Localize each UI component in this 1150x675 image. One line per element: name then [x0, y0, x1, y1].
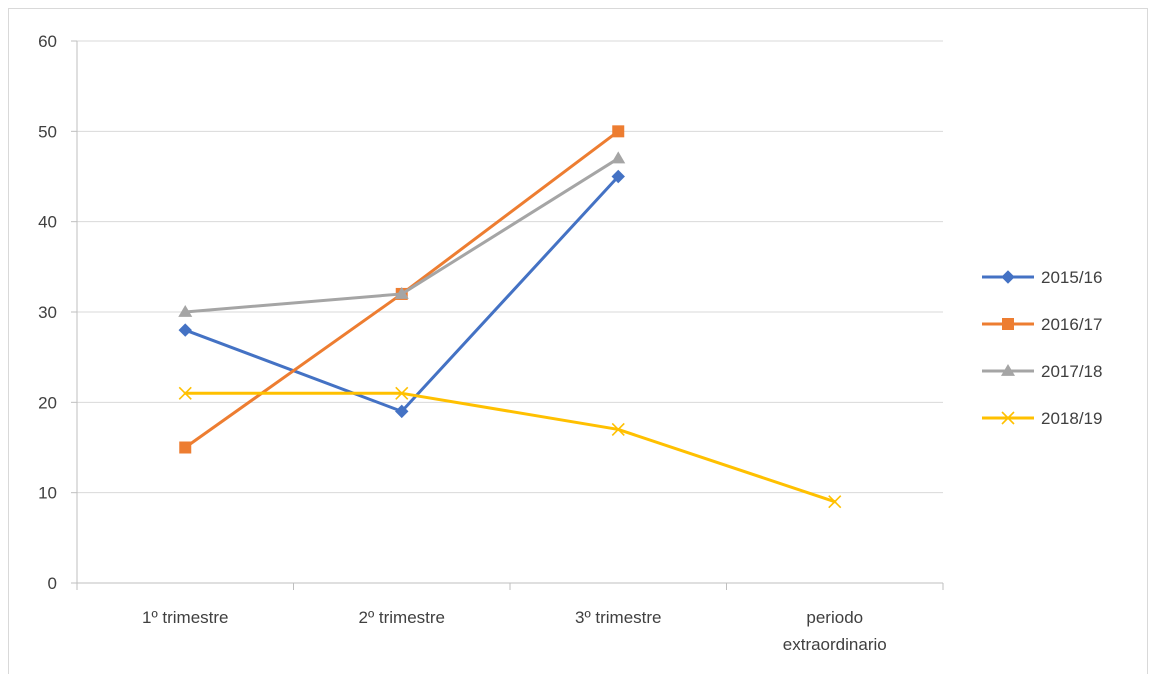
series-2018-19 [178, 386, 842, 509]
data-point [178, 305, 193, 317]
legend-label: 2017/18 [1041, 362, 1102, 381]
x-axis: 1º trimestre 2º trimestre 3º trimestre peri… [76, 583, 944, 654]
data-point [178, 323, 192, 337]
data-point [179, 441, 192, 454]
y-tick-label: 0 [48, 574, 57, 593]
x-tick-label: 2º trimestre [358, 608, 445, 627]
data-point [828, 495, 842, 509]
legend-item: 2015/16 [982, 268, 1102, 287]
y-tick-label: 60 [38, 32, 57, 51]
legend-label: 2018/19 [1041, 409, 1102, 428]
y-axis: 0 10 20 30 40 50 60 [38, 32, 78, 593]
legend: 2015/16 2016/17 2017/18 2018/19 [982, 268, 1102, 428]
x-tick-label: 1º trimestre [142, 608, 229, 627]
legend-item: 2016/17 [982, 315, 1102, 334]
chart-frame [8, 8, 1148, 674]
data-point [395, 386, 409, 400]
y-tick-label: 30 [38, 303, 57, 322]
series-2015-16 [178, 169, 625, 419]
data-point [394, 286, 409, 299]
grid-lines [77, 40, 943, 584]
y-tick-label: 50 [38, 122, 57, 141]
legend-item: 2017/18 [982, 362, 1102, 381]
legend-marker [1001, 364, 1015, 376]
x-tick-label: 3º trimestre [575, 608, 662, 627]
series-layer [178, 125, 842, 509]
data-point [178, 386, 192, 400]
series-line [183, 391, 837, 504]
data-point [611, 151, 626, 164]
legend-marker [1002, 318, 1014, 330]
x-tick-label: periodo [806, 608, 863, 627]
y-tick-label: 10 [38, 484, 57, 503]
legend-item: 2018/19 [982, 409, 1102, 428]
legend-label: 2016/17 [1041, 315, 1102, 334]
data-point [612, 125, 625, 138]
data-point [611, 169, 625, 184]
legend-marker [1001, 270, 1015, 284]
x-tick-label: extraordinario [783, 635, 887, 654]
legend-label: 2015/16 [1041, 268, 1102, 287]
data-point [395, 404, 409, 419]
series-2017-18 [178, 151, 626, 317]
y-tick-label: 40 [38, 213, 57, 232]
y-tick-label: 20 [38, 393, 57, 412]
data-point [611, 422, 625, 436]
legend-marker [1001, 411, 1015, 425]
